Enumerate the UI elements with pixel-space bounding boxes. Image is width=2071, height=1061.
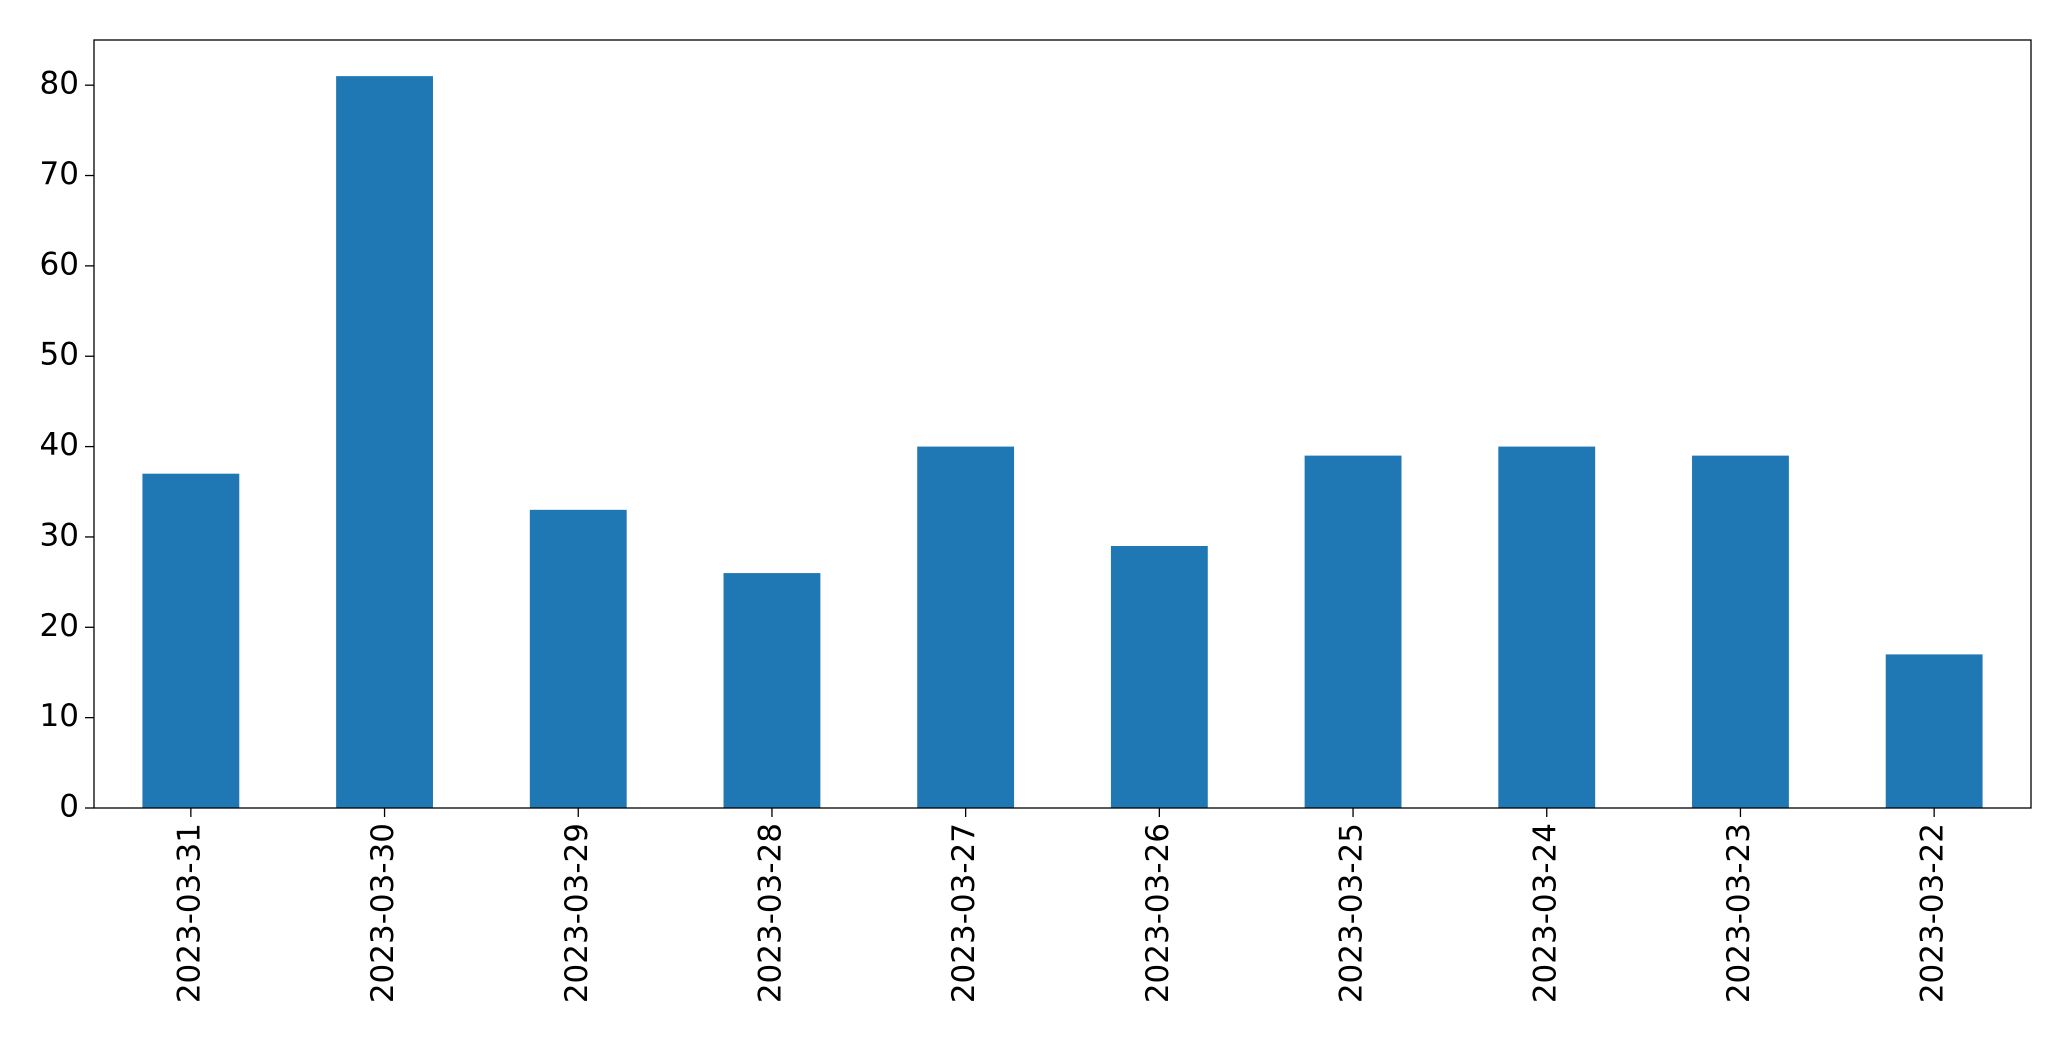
bar [1110, 545, 1208, 808]
bar [917, 446, 1015, 808]
bar [1692, 455, 1789, 808]
x-tick-label: 2023-03-25 [1334, 823, 1370, 1003]
bar [336, 76, 433, 808]
x-tick-label: 2023-03-26 [1140, 823, 1176, 1003]
y-tick-label: 0 [59, 789, 79, 825]
x-tick-label: 2023-03-22 [1915, 823, 1951, 1003]
x-tick-label: 2023-03-28 [752, 823, 788, 1003]
y-tick-label: 80 [40, 66, 79, 102]
x-tick-label: 2023-03-31 [171, 823, 207, 1003]
y-tick-label: 40 [40, 427, 79, 463]
bar [1304, 455, 1402, 808]
bar [1885, 654, 1983, 808]
y-tick-label: 70 [40, 156, 79, 192]
y-tick-label: 30 [40, 517, 79, 553]
y-tick-label: 50 [40, 337, 79, 373]
x-tick-label: 2023-03-30 [365, 823, 401, 1003]
y-tick-label: 20 [40, 608, 79, 644]
plot-frame [93, 39, 2032, 809]
bar [1498, 446, 1596, 808]
bar [529, 509, 627, 808]
bar [142, 473, 240, 808]
x-tick-label: 2023-03-29 [559, 823, 595, 1003]
x-tick-label: 2023-03-23 [1721, 823, 1757, 1003]
y-tick-label: 60 [40, 246, 79, 282]
bar [723, 573, 821, 808]
y-tick-label: 10 [40, 698, 79, 734]
x-tick-label: 2023-03-24 [1527, 823, 1563, 1003]
x-tick-label: 2023-03-27 [946, 823, 982, 1003]
